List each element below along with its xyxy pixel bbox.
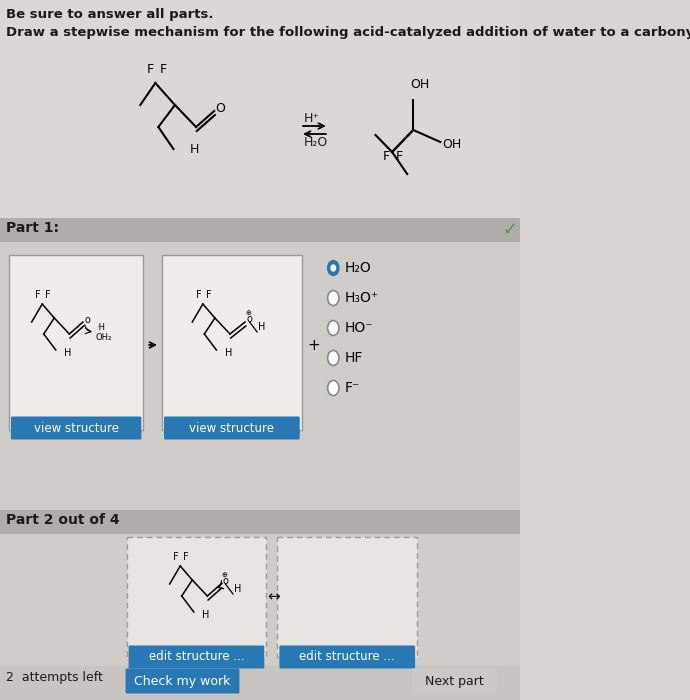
FancyBboxPatch shape [128,645,264,668]
FancyBboxPatch shape [0,0,520,218]
Text: H: H [225,348,232,358]
Text: Part 2 out of 4: Part 2 out of 4 [6,513,119,527]
Text: o: o [246,314,253,324]
Text: F: F [46,290,51,300]
Text: edit structure ...: edit structure ... [299,650,395,664]
FancyBboxPatch shape [9,255,144,430]
Text: F: F [195,290,201,300]
Text: H: H [64,348,72,358]
FancyBboxPatch shape [412,668,497,694]
FancyBboxPatch shape [277,537,417,657]
Circle shape [328,351,339,365]
Text: F: F [146,63,153,76]
Text: Be sure to answer all parts.: Be sure to answer all parts. [6,8,213,21]
Text: Next part: Next part [425,675,484,687]
Text: OH: OH [411,78,429,91]
Text: F⁻: F⁻ [344,381,360,395]
Text: H: H [190,143,199,156]
Text: Part 1:: Part 1: [6,221,59,235]
Text: view structure: view structure [189,421,275,435]
Text: ·H: ·H [96,323,105,332]
Text: H: H [258,322,265,332]
Text: Draw a stepwise mechanism for the following acid-catalyzed addition of water to : Draw a stepwise mechanism for the follow… [6,26,690,39]
Text: H₂O: H₂O [344,261,371,275]
FancyBboxPatch shape [279,645,415,668]
Text: edit structure ...: edit structure ... [148,650,244,664]
Text: ⊕: ⊕ [245,310,251,316]
Text: F: F [382,150,390,163]
FancyBboxPatch shape [0,666,520,700]
Text: F: F [35,290,41,300]
FancyBboxPatch shape [126,668,239,694]
Text: H⁺: H⁺ [304,112,320,125]
Text: H: H [202,610,210,620]
FancyBboxPatch shape [0,218,520,242]
Text: H₂O: H₂O [304,136,328,149]
Text: Check my work: Check my work [135,675,230,687]
Text: O: O [216,102,226,115]
Circle shape [328,381,339,395]
Text: HO⁻: HO⁻ [344,321,373,335]
FancyBboxPatch shape [0,242,520,510]
FancyBboxPatch shape [11,416,141,440]
Text: 2  attempts left: 2 attempts left [6,671,103,684]
Text: F: F [396,150,403,163]
Text: view structure: view structure [34,421,119,435]
FancyBboxPatch shape [0,534,520,666]
Text: F: F [184,552,189,562]
Text: o: o [222,576,228,586]
FancyBboxPatch shape [162,255,302,430]
Text: H₃O⁺: H₃O⁺ [344,291,379,305]
Text: H: H [234,584,241,594]
Text: OH: OH [442,137,461,150]
Circle shape [328,321,339,335]
Text: ↔: ↔ [267,589,280,605]
Text: F: F [206,290,212,300]
Circle shape [328,290,339,305]
Circle shape [328,260,339,276]
Circle shape [331,265,335,271]
Text: o: o [84,315,90,325]
FancyBboxPatch shape [164,416,299,440]
FancyBboxPatch shape [0,510,520,534]
Text: +: + [307,337,320,353]
Text: HF: HF [344,351,363,365]
Text: ⊕: ⊕ [221,572,228,578]
Text: F: F [173,552,179,562]
Text: OH₂: OH₂ [96,333,112,342]
FancyBboxPatch shape [127,537,266,657]
Text: ✓: ✓ [502,221,518,239]
Text: F: F [160,63,167,76]
